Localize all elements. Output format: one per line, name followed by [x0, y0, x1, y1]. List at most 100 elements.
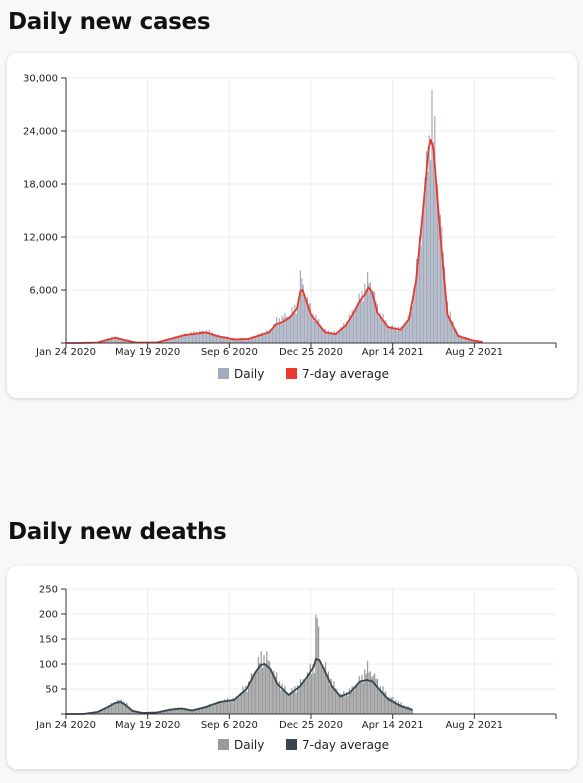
daily-bar	[393, 328, 395, 343]
daily-bar	[249, 338, 251, 343]
daily-bar	[256, 670, 258, 714]
daily-bar	[351, 686, 353, 714]
daily-bar	[442, 252, 444, 343]
daily-bar	[213, 705, 215, 714]
daily-bar	[295, 313, 297, 343]
daily-bar	[403, 705, 405, 714]
daily-bar	[367, 272, 369, 343]
daily-bar	[316, 320, 318, 343]
daily-bar	[460, 336, 462, 343]
daily-bar	[235, 338, 237, 343]
daily-bar	[411, 709, 413, 714]
daily-bar	[119, 337, 121, 343]
daily-bar	[357, 302, 359, 343]
daily-bar	[173, 709, 175, 714]
daily-bar	[246, 339, 248, 343]
daily-bar	[382, 313, 384, 343]
daily-bar	[368, 283, 370, 343]
daily-bar	[252, 674, 254, 714]
deaths-chart-card: 50 100 150 200 250 Jan 24 2020 May 19 2020 Sep …	[7, 566, 577, 769]
daily-bar	[250, 672, 252, 714]
daily-bar	[176, 708, 178, 714]
daily-bar	[336, 332, 338, 343]
daily-bar	[199, 330, 201, 343]
daily-bar	[336, 689, 338, 714]
daily-bar	[241, 338, 243, 343]
daily-bar	[369, 282, 371, 343]
daily-bar	[375, 679, 377, 714]
daily-bar	[185, 333, 187, 343]
daily-bar	[122, 703, 124, 714]
daily-bar	[348, 688, 350, 714]
x-tick-label: May 19 2020	[115, 347, 180, 358]
daily-bar	[354, 310, 356, 343]
daily-bar	[221, 701, 223, 714]
daily-bar	[164, 711, 166, 714]
daily-bar	[339, 694, 341, 714]
daily-bar	[193, 708, 195, 714]
daily-bar	[421, 218, 423, 343]
daily-bar	[117, 336, 119, 343]
daily-bar	[187, 333, 189, 343]
daily-bar	[257, 656, 259, 714]
daily-bar	[168, 709, 170, 714]
daily-bar	[367, 660, 369, 714]
daily-bar	[210, 333, 212, 343]
daily-bar	[166, 709, 168, 714]
daily-bar	[302, 679, 304, 714]
daily-bar	[190, 332, 192, 343]
cases-section-title: Daily new cases	[8, 9, 211, 35]
daily-bar	[360, 299, 362, 343]
x-tick-label: Apr 14 2021	[362, 720, 424, 731]
daily-bar	[388, 697, 390, 714]
daily-bar	[284, 686, 286, 714]
daily-bar	[126, 702, 128, 714]
daily-bar	[371, 291, 373, 343]
daily-bar	[337, 693, 339, 714]
daily-bar	[245, 338, 247, 343]
daily-bar	[308, 304, 310, 343]
daily-bar	[259, 663, 261, 714]
daily-bar	[192, 710, 194, 714]
deaths-section-title: Daily new deaths	[8, 519, 227, 545]
daily-bar	[200, 707, 202, 714]
daily-bar	[341, 694, 343, 714]
daily-bar	[189, 710, 191, 714]
daily-bar	[369, 671, 371, 714]
daily-bar	[197, 333, 199, 343]
daily-bar	[274, 323, 276, 343]
daily-bar	[383, 692, 385, 714]
daily-bar	[196, 708, 198, 714]
daily-bar	[299, 679, 301, 714]
daily-bar	[116, 336, 118, 343]
daily-bar	[101, 709, 103, 714]
daily-bar	[253, 336, 255, 343]
daily-bar	[374, 673, 376, 714]
daily-bar	[448, 316, 450, 343]
daily-bar	[270, 329, 272, 343]
daily-bar	[224, 335, 226, 343]
daily-bar	[388, 326, 390, 343]
daily-bar	[305, 299, 307, 343]
daily-bar	[280, 690, 282, 714]
daily-bar	[207, 706, 209, 714]
daily-bar	[340, 327, 342, 343]
daily-bar	[288, 315, 290, 343]
daily-bar	[400, 326, 402, 343]
daily-bar	[239, 338, 241, 343]
daily-bar	[116, 700, 118, 714]
daily-bar	[169, 338, 171, 343]
daily-bar	[283, 688, 285, 714]
daily-bar	[333, 330, 335, 343]
daily-bar	[164, 340, 166, 343]
daily-bar	[424, 177, 426, 343]
daily-bar	[225, 700, 227, 714]
daily-bar	[452, 321, 454, 343]
daily-bar	[371, 677, 373, 714]
daily-bar	[102, 708, 104, 714]
daily-bar	[264, 333, 266, 343]
daily-bar	[344, 326, 346, 343]
daily-bar	[108, 338, 110, 343]
daily-bar	[120, 699, 122, 714]
daily-bar	[182, 708, 184, 714]
